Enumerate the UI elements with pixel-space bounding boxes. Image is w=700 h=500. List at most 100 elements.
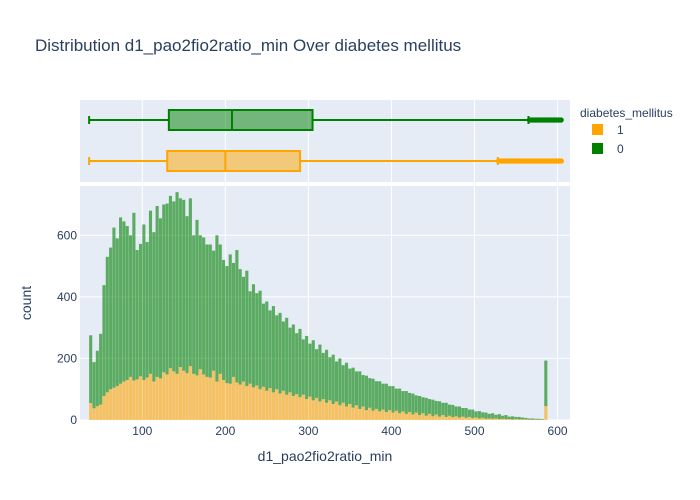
histogram-bar-0 <box>265 301 269 391</box>
histogram-bar-1 <box>481 417 485 420</box>
histogram-bar-1 <box>344 406 349 420</box>
histogram-bar-1 <box>125 379 129 420</box>
histogram-bar-1 <box>411 414 415 420</box>
histogram-bar-1 <box>222 379 226 420</box>
histogram-bar-1 <box>288 392 292 420</box>
histogram-bar-1 <box>178 367 182 420</box>
histogram-bar-1 <box>112 387 116 420</box>
x-tick-label: 600 <box>548 424 568 438</box>
histogram-bar-1 <box>351 407 355 420</box>
histogram-bar-1 <box>105 392 109 420</box>
histogram-bar-1 <box>474 417 478 420</box>
histogram-bar-1 <box>215 381 219 420</box>
histogram-bar-1 <box>511 419 515 420</box>
histogram-bar-0 <box>334 361 339 402</box>
histogram-bar-0 <box>364 375 368 411</box>
histogram-bar-1 <box>278 393 282 420</box>
histogram-bar-1 <box>331 403 335 420</box>
histogram-bar-0 <box>411 393 415 415</box>
histogram-bar-1 <box>261 386 266 420</box>
x-tick-label: 400 <box>381 424 401 438</box>
histogram-bar-1 <box>514 419 518 420</box>
histogram-bar-0 <box>271 306 275 393</box>
y-axis-ticks: 0 200 400 600 <box>57 228 77 427</box>
histogram-bar-0 <box>182 199 186 371</box>
histogram-bar-0 <box>251 284 256 388</box>
histogram-bar-1 <box>487 418 491 420</box>
histogram-bar-0 <box>388 386 392 411</box>
histogram-bar-1 <box>305 399 309 420</box>
histogram-bar-0 <box>125 226 129 380</box>
histogram-bar-0 <box>451 404 455 418</box>
histogram-bar-0 <box>231 262 236 377</box>
legend-swatch-0[interactable] <box>592 143 603 154</box>
histogram-bar-1 <box>504 419 508 420</box>
histogram-bar-0 <box>321 352 325 400</box>
chart-title: Distribution d1_pao2fio2ratio_min Over d… <box>35 36 461 55</box>
histogram-bar-0 <box>308 343 312 397</box>
histogram-bar-0 <box>172 201 176 372</box>
histogram-bar-1 <box>381 409 385 420</box>
histogram-bar-0 <box>361 375 365 407</box>
histogram-bar-1 <box>424 415 428 420</box>
histogram-bar-0 <box>102 285 106 396</box>
histogram-bar-0 <box>394 388 398 411</box>
histogram-bar-0 <box>135 250 139 380</box>
legend-swatch-1[interactable] <box>592 124 603 135</box>
histogram-bar-0 <box>122 221 126 382</box>
box-outlier <box>558 117 564 123</box>
histogram-bar-1 <box>318 401 322 420</box>
histogram-bar-1 <box>451 417 455 420</box>
histogram-bar-0 <box>484 412 488 419</box>
histogram-bar-0 <box>527 418 531 420</box>
histogram-bar-0 <box>487 413 491 419</box>
histogram-bar-0 <box>374 381 378 409</box>
histogram-bar-0 <box>95 350 99 407</box>
histogram-bar-1 <box>218 373 222 420</box>
histogram-bar-0 <box>238 269 242 385</box>
histogram-bar-0 <box>434 400 438 415</box>
histogram-bar-1 <box>138 376 143 420</box>
histogram-bar-0 <box>384 383 388 412</box>
histogram-bar-0 <box>158 218 163 379</box>
histogram-bar-0 <box>188 198 192 367</box>
histogram-bar-0 <box>421 397 425 414</box>
histogram-bar-0 <box>514 416 518 420</box>
histogram-bar-0 <box>192 235 196 374</box>
histogram-bar-1 <box>182 370 186 420</box>
histogram-bar-0 <box>444 402 448 417</box>
histogram-bar-1 <box>202 374 206 420</box>
histogram-bar-0 <box>521 417 525 420</box>
histogram-bar-1 <box>198 369 202 420</box>
histogram-bar-1 <box>152 381 156 420</box>
histogram-bar-0 <box>481 412 485 418</box>
histogram-bar-0 <box>198 235 202 370</box>
histogram-bar-1 <box>192 373 196 420</box>
histogram-bar-1 <box>168 368 172 420</box>
histogram-bar-1 <box>544 406 548 420</box>
histogram-bar-1 <box>95 406 99 420</box>
histogram-bar-1 <box>408 411 412 420</box>
histogram-bar-1 <box>205 376 209 420</box>
histogram-bar-0 <box>338 358 342 406</box>
histogram-bar-0 <box>105 256 109 393</box>
histogram-bar-0 <box>222 259 226 380</box>
histogram-bar-0 <box>325 349 329 403</box>
histogram-bar-1 <box>228 383 232 420</box>
histogram-bar-0 <box>275 315 279 390</box>
legend-label-1[interactable]: 1 <box>617 123 624 137</box>
legend-label-0[interactable]: 0 <box>617 142 624 156</box>
histogram-bar-1 <box>391 412 395 420</box>
histogram-bar-0 <box>185 216 189 374</box>
histogram-bar-1 <box>388 410 392 420</box>
histogram-bar-0 <box>298 328 302 398</box>
histogram-bar-0 <box>132 212 136 381</box>
histogram-bar-0 <box>414 395 418 413</box>
histogram-bar-1 <box>155 376 159 420</box>
legend: diabetes_mellitus 1 0 <box>580 106 673 156</box>
histogram-bar-1 <box>471 418 475 420</box>
histogram-bar-1 <box>371 410 375 420</box>
histogram-bar-0 <box>119 217 123 384</box>
histogram-bar-1 <box>231 376 236 420</box>
